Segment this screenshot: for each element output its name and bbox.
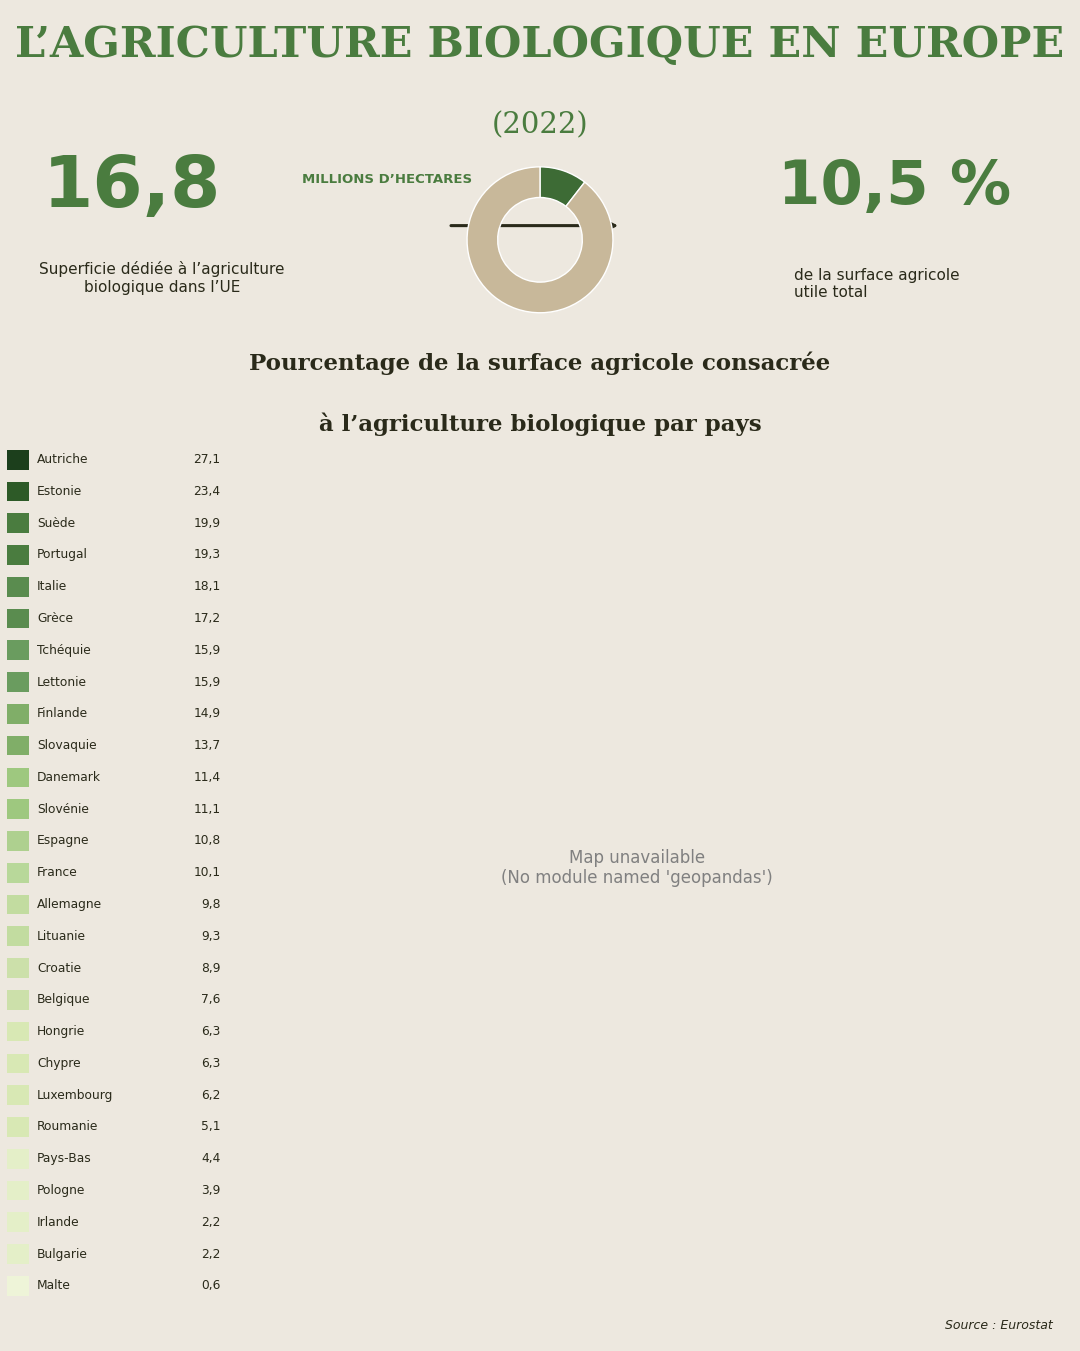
- Text: Source : Eurostat: Source : Eurostat: [945, 1319, 1053, 1332]
- Bar: [6, 927, 29, 946]
- Bar: [6, 1021, 29, 1042]
- Text: 13,7: 13,7: [193, 739, 220, 753]
- Text: 9,8: 9,8: [201, 898, 220, 911]
- Text: 15,9: 15,9: [193, 644, 220, 657]
- Bar: [6, 481, 29, 501]
- Bar: [6, 704, 29, 724]
- Text: Pologne: Pologne: [37, 1183, 85, 1197]
- Text: 14,9: 14,9: [193, 708, 220, 720]
- Wedge shape: [540, 168, 584, 207]
- Text: 2,2: 2,2: [201, 1247, 220, 1260]
- Text: 6,2: 6,2: [201, 1089, 220, 1101]
- Text: 4,4: 4,4: [201, 1152, 220, 1165]
- Bar: [6, 736, 29, 755]
- Text: 7,6: 7,6: [201, 993, 220, 1006]
- Text: Portugal: Portugal: [37, 549, 89, 562]
- Bar: [6, 990, 29, 1009]
- Bar: [6, 958, 29, 978]
- Bar: [6, 609, 29, 628]
- Text: Tchéquie: Tchéquie: [37, 644, 91, 657]
- Text: 19,9: 19,9: [193, 516, 220, 530]
- Text: Allemagne: Allemagne: [37, 898, 103, 911]
- Bar: [6, 1275, 29, 1296]
- Bar: [6, 800, 29, 819]
- Text: 3,9: 3,9: [201, 1183, 220, 1197]
- Text: 19,3: 19,3: [193, 549, 220, 562]
- Text: 16,8: 16,8: [43, 154, 221, 223]
- Text: Espagne: Espagne: [37, 835, 90, 847]
- Text: Luxembourg: Luxembourg: [37, 1089, 113, 1101]
- Text: 11,1: 11,1: [193, 802, 220, 816]
- Text: Chypre: Chypre: [37, 1056, 81, 1070]
- Text: 18,1: 18,1: [193, 581, 220, 593]
- Bar: [6, 1212, 29, 1232]
- Text: 27,1: 27,1: [193, 453, 220, 466]
- Text: Map unavailable
(No module named 'geopandas'): Map unavailable (No module named 'geopan…: [501, 848, 773, 888]
- Text: Roumanie: Roumanie: [37, 1120, 98, 1133]
- Text: 0,6: 0,6: [201, 1279, 220, 1293]
- Text: Slovaquie: Slovaquie: [37, 739, 97, 753]
- Text: Pourcentage de la surface agricole consacrée: Pourcentage de la surface agricole consa…: [249, 351, 831, 374]
- Text: 2,2: 2,2: [201, 1216, 220, 1229]
- Text: (2022): (2022): [491, 112, 589, 139]
- Bar: [6, 513, 29, 534]
- Text: Autriche: Autriche: [37, 453, 89, 466]
- Text: Estonie: Estonie: [37, 485, 82, 499]
- Text: 23,4: 23,4: [193, 485, 220, 499]
- Wedge shape: [467, 168, 613, 313]
- Text: 10,1: 10,1: [193, 866, 220, 880]
- Text: Danemark: Danemark: [37, 771, 102, 784]
- Bar: [6, 1085, 29, 1105]
- Text: Finlande: Finlande: [37, 708, 89, 720]
- Bar: [6, 640, 29, 661]
- Text: 15,9: 15,9: [193, 676, 220, 689]
- Text: Italie: Italie: [37, 581, 67, 593]
- Text: Croatie: Croatie: [37, 962, 81, 974]
- Text: 10,5 %: 10,5 %: [778, 158, 1011, 218]
- Text: à l’agriculture biologique par pays: à l’agriculture biologique par pays: [319, 412, 761, 435]
- Text: Suède: Suède: [37, 516, 76, 530]
- Bar: [6, 1181, 29, 1200]
- Text: Bulgarie: Bulgarie: [37, 1247, 89, 1260]
- Bar: [6, 577, 29, 597]
- Text: 6,3: 6,3: [201, 1025, 220, 1038]
- Text: de la surface agricole
utile total: de la surface agricole utile total: [794, 267, 959, 300]
- Bar: [6, 1148, 29, 1169]
- Text: Belgique: Belgique: [37, 993, 91, 1006]
- Bar: [6, 450, 29, 470]
- Text: MILLIONS D’HECTARES: MILLIONS D’HECTARES: [302, 173, 473, 186]
- Text: Hongrie: Hongrie: [37, 1025, 85, 1038]
- Bar: [6, 894, 29, 915]
- Text: Slovénie: Slovénie: [37, 802, 89, 816]
- Bar: [6, 767, 29, 788]
- Text: 6,3: 6,3: [201, 1056, 220, 1070]
- Text: L’AGRICULTURE BIOLOGIQUE EN EUROPE: L’AGRICULTURE BIOLOGIQUE EN EUROPE: [15, 23, 1065, 66]
- Bar: [6, 1117, 29, 1136]
- Text: 5,1: 5,1: [201, 1120, 220, 1133]
- Text: Grèce: Grèce: [37, 612, 73, 626]
- Text: Irlande: Irlande: [37, 1216, 80, 1229]
- Text: Pays-Bas: Pays-Bas: [37, 1152, 92, 1165]
- Text: 9,3: 9,3: [201, 929, 220, 943]
- Bar: [6, 863, 29, 882]
- Text: 10,8: 10,8: [193, 835, 220, 847]
- Text: 17,2: 17,2: [193, 612, 220, 626]
- Text: France: France: [37, 866, 78, 880]
- Text: Malte: Malte: [37, 1279, 71, 1293]
- Bar: [6, 831, 29, 851]
- Text: Superficie dédiée à l’agriculture
biologique dans l’UE: Superficie dédiée à l’agriculture biolog…: [39, 261, 285, 295]
- Text: 8,9: 8,9: [201, 962, 220, 974]
- Bar: [6, 1244, 29, 1265]
- Text: 11,4: 11,4: [193, 771, 220, 784]
- Text: Lettonie: Lettonie: [37, 676, 87, 689]
- Bar: [6, 673, 29, 692]
- Text: Lituanie: Lituanie: [37, 929, 86, 943]
- Bar: [6, 546, 29, 565]
- Bar: [6, 1054, 29, 1073]
